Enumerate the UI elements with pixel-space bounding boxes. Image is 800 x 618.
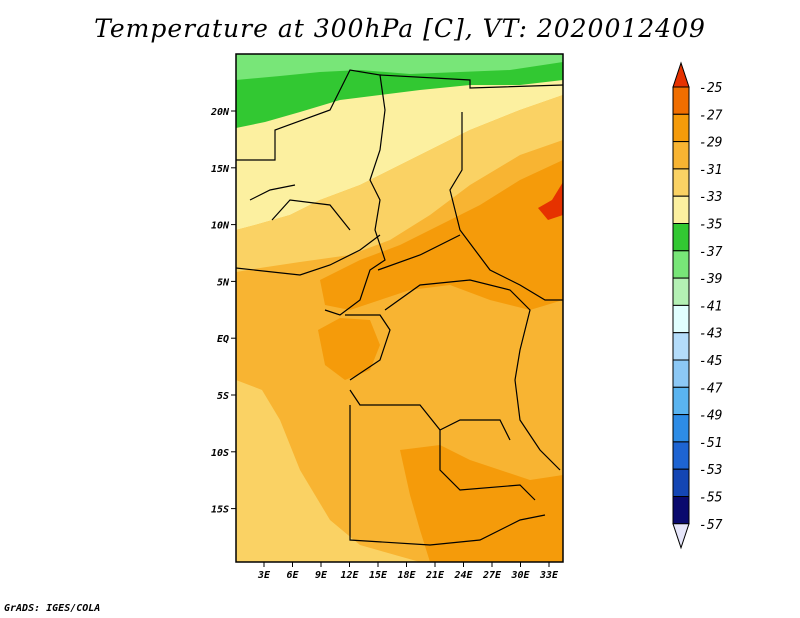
colorbar-segment (672, 304, 690, 334)
lat-tick-label: 5N (217, 277, 230, 288)
border-line (379, 74, 563, 89)
lat-tick-label: 20N (210, 107, 230, 118)
region-green-band (236, 54, 563, 128)
colorbar-label: -43 (699, 327, 722, 342)
region-deep-orange-north (320, 160, 563, 310)
colorbar-segment (672, 277, 690, 306)
colorbar-segment (672, 496, 690, 525)
border-line (349, 389, 536, 501)
lon-tick-label: 27E (482, 570, 502, 581)
colorbar-label: -37 (699, 245, 723, 260)
colorbar-bottom-arrow (672, 523, 690, 550)
colorbar-segment (672, 113, 690, 143)
colorbar-label: -57 (699, 518, 723, 533)
colorbar-segment (672, 386, 690, 416)
country-borders (236, 69, 563, 546)
colorbar-label: -53 (699, 463, 722, 478)
lat-tick-label: 10N (211, 221, 230, 232)
colorbar-label: -33 (699, 190, 722, 205)
border-line (449, 112, 563, 301)
colorbar-label: -47 (699, 381, 723, 396)
region-deep-orange-south (400, 445, 563, 562)
border-line (384, 279, 561, 471)
map-frame (235, 53, 564, 563)
lon-tick-label: 3E (257, 570, 271, 581)
colorbar-label: -29 (699, 136, 722, 151)
colorbar: -25 -27 -29 -31 -33 -35 -37 -39 -41 -43 -45 -47 -49 -… (672, 61, 723, 550)
lon-tick-label: 15E (369, 570, 388, 581)
border-line (236, 234, 381, 276)
colorbar-label: -25 (699, 81, 723, 96)
credit-label: GrADS: IGES/COLA (4, 603, 101, 614)
colorbar-label: -45 (699, 354, 723, 369)
colorbar-segment (672, 141, 690, 170)
colorbar-segment (672, 250, 690, 279)
colorbar-label: -39 (699, 272, 722, 287)
border-line (345, 314, 391, 381)
border-line (349, 405, 546, 546)
colorbar-segment (672, 468, 690, 498)
border-line (249, 184, 296, 201)
lon-tick-label: 24E (453, 570, 473, 581)
lon-tick-label: 9E (315, 570, 328, 581)
region-yellow-sahel (236, 95, 563, 272)
colorbar-label: -31 (699, 163, 722, 178)
lat-tick-label: 15N (211, 164, 230, 175)
region-deep-orange-congo (318, 318, 380, 380)
colorbar-label: -41 (699, 299, 722, 314)
lon-tick-label: 21E (425, 570, 445, 581)
lon-tick-label: 30E (510, 570, 530, 581)
colorbar-segment (672, 414, 690, 443)
colorbar-segment (672, 168, 690, 197)
map-title: Temperature at 300hPa [C], VT: 202001240… (94, 14, 706, 43)
lon-tick-label: 6E (286, 570, 299, 581)
latitude-axis: 20N 15N 10N 5N EQ 5S 10S 15S (210, 107, 236, 516)
lon-tick-label: 18E (397, 570, 416, 581)
lat-tick-label: 5S (217, 391, 229, 402)
lon-tick-label: 33E (539, 570, 559, 581)
border-line (439, 419, 511, 441)
region-pale-yellow-sahara (236, 70, 563, 230)
longitude-axis: 3E 6E 9E 12E 15E 18E 21E 24E 27E 30E 33E (257, 562, 559, 581)
colorbar-segment (672, 359, 690, 388)
lat-tick-label: EQ (217, 334, 229, 345)
colorbar-label: -49 (699, 409, 722, 424)
region-west-light (236, 380, 420, 562)
lon-tick-label: 12E (340, 570, 359, 581)
colorbar-top-arrow (672, 61, 690, 88)
colorbar-segment (672, 223, 690, 252)
map-field (236, 54, 563, 562)
region-light-green-top (236, 54, 563, 80)
lat-tick-label: 15S (211, 505, 229, 516)
border-line (377, 234, 461, 271)
colorbar-label: -51 (699, 436, 722, 451)
colorbar-segment (672, 86, 690, 115)
colorbar-segment (672, 195, 690, 224)
colorbar-segment (672, 332, 690, 361)
lat-tick-label: 10S (211, 448, 229, 459)
colorbar-label: -55 (699, 491, 723, 506)
colorbar-label: -35 (699, 218, 723, 233)
region-red-east (538, 182, 563, 220)
colorbar-label: -27 (699, 108, 723, 123)
border-line (236, 69, 386, 316)
border-line (271, 199, 351, 231)
colorbar-segment (672, 441, 690, 470)
